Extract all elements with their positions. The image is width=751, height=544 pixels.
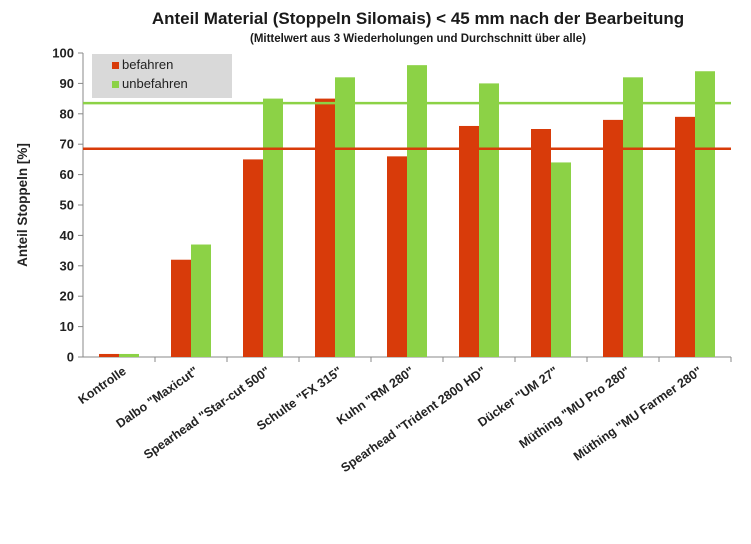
bar-unbefahren: [551, 162, 571, 357]
bar-befahren: [171, 259, 191, 357]
y-tick-label: 20: [60, 289, 74, 304]
y-tick-label: 60: [60, 167, 74, 182]
y-tick-label: 30: [60, 258, 74, 273]
bar-befahren: [387, 156, 407, 357]
legend: befahren unbefahren: [92, 54, 232, 98]
legend-label-befahren: befahren: [122, 57, 173, 72]
bar-befahren: [603, 119, 623, 357]
y-tick-label: 50: [60, 198, 74, 213]
bar-unbefahren: [479, 83, 499, 358]
y-axis-label: Anteil Stoppeln [%]: [15, 143, 30, 267]
y-tick-label: 90: [60, 76, 74, 91]
chart-title: Anteil Material (Stoppeln Silomais) < 45…: [152, 9, 684, 28]
x-tick-label: Müthing "MU Farmer 280": [571, 364, 705, 464]
bar-befahren: [531, 129, 551, 357]
bar-befahren: [315, 98, 335, 357]
legend-swatch-befahren: [112, 62, 119, 69]
bar-befahren: [243, 159, 263, 357]
bar-unbefahren: [335, 77, 355, 357]
y-tick-label: 40: [60, 228, 74, 243]
bar-unbefahren: [695, 71, 715, 358]
y-tick-label: 0: [67, 350, 74, 365]
bar-unbefahren: [623, 77, 643, 357]
bar-befahren: [459, 125, 479, 358]
x-tick-label: Spearhead "Trident 2800 HD": [338, 364, 488, 475]
bar-befahren: [675, 116, 695, 357]
x-tick-label: Kontrolle: [76, 364, 129, 407]
bar-unbefahren: [407, 65, 427, 357]
bar-unbefahren: [191, 244, 211, 357]
legend-swatch-unbefahren: [112, 81, 119, 88]
chart-subtitle: (Mittelwert aus 3 Wiederholungen und Dur…: [250, 33, 586, 45]
y-tick-label: 70: [60, 137, 74, 152]
bar-unbefahren: [263, 98, 283, 357]
y-tick-label: 10: [60, 319, 74, 334]
y-tick-label: 80: [60, 106, 74, 121]
x-tick-label: Spearhead "Star-cut 500": [141, 364, 273, 462]
bar-unbefahren: [119, 353, 139, 357]
legend-label-unbefahren: unbefahren: [122, 76, 188, 91]
bar-befahren: [99, 353, 119, 357]
y-tick-label: 100: [52, 46, 74, 61]
legend-box: [92, 54, 232, 98]
